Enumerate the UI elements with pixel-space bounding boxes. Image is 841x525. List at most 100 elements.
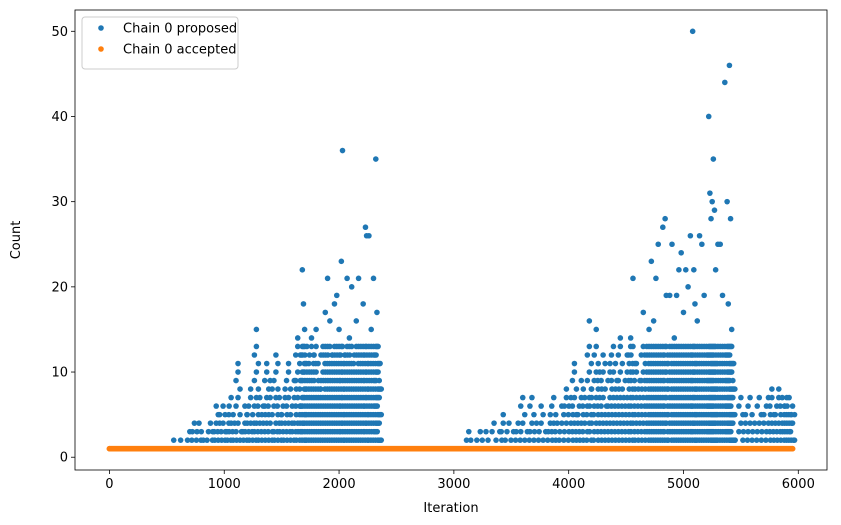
proposed-point	[756, 420, 763, 426]
proposed-point	[586, 318, 593, 324]
proposed-point	[608, 352, 615, 358]
proposed-point	[699, 241, 705, 248]
proposed-point	[749, 411, 755, 418]
proposed-point	[561, 403, 568, 409]
proposed-point	[313, 369, 319, 375]
proposed-point	[730, 420, 736, 426]
proposed-point	[249, 411, 256, 418]
proposed-point	[313, 326, 319, 333]
proposed-point	[292, 403, 299, 409]
proposed-point	[360, 301, 366, 307]
proposed-point	[615, 352, 622, 358]
proposed-point	[682, 267, 689, 273]
proposed-point	[673, 292, 680, 299]
proposed-point	[292, 352, 299, 358]
proposed-point	[554, 420, 560, 426]
proposed-point	[306, 352, 313, 358]
proposed-point	[730, 394, 736, 401]
legend-entry-accepted: Chain 0 accepted	[123, 43, 237, 58]
proposed-point	[251, 352, 258, 358]
proposed-point	[552, 411, 559, 418]
proposed-point	[276, 394, 283, 401]
proposed-point	[581, 394, 588, 401]
proposed-point	[556, 437, 562, 443]
proposed-point	[529, 394, 535, 401]
proposed-point	[749, 428, 756, 435]
proposed-point	[593, 343, 600, 350]
proposed-point	[235, 420, 241, 426]
proposed-point	[306, 360, 312, 367]
proposed-point	[315, 360, 321, 367]
proposed-point	[563, 386, 570, 392]
proposed-point	[740, 437, 746, 443]
proposed-point	[348, 284, 355, 290]
y-tick-label: 10	[51, 366, 68, 381]
proposed-point	[627, 335, 634, 341]
proposed-point	[517, 428, 524, 435]
proposed-point	[612, 360, 619, 367]
proposed-point	[579, 428, 586, 435]
proposed-point	[346, 335, 353, 341]
proposed-point	[617, 343, 624, 350]
y-tick-label: 40	[51, 110, 68, 125]
proposed-point	[304, 343, 310, 350]
proposed-point	[508, 437, 514, 443]
proposed-point	[193, 437, 200, 443]
proposed-point	[575, 411, 581, 418]
proposed-point	[535, 437, 542, 443]
proposed-point	[607, 360, 613, 367]
proposed-point	[233, 403, 239, 409]
proposed-point	[253, 369, 260, 375]
proposed-point	[563, 394, 570, 401]
proposed-point	[712, 267, 719, 273]
proposed-point	[628, 352, 634, 358]
proposed-point	[600, 352, 606, 358]
proposed-point	[767, 403, 773, 409]
proposed-point	[489, 428, 495, 435]
proposed-point	[493, 437, 499, 443]
plot-frame	[74, 9, 828, 471]
proposed-point	[374, 309, 380, 316]
proposed-point	[526, 437, 533, 443]
proposed-point	[177, 437, 184, 443]
proposed-point	[584, 377, 591, 384]
proposed-point	[275, 360, 281, 367]
proposed-point	[339, 343, 346, 350]
proposed-point	[322, 309, 329, 316]
proposed-point	[671, 335, 678, 341]
proposed-point	[265, 403, 271, 409]
proposed-point	[694, 318, 701, 324]
proposed-point	[775, 386, 782, 392]
proposed-point	[205, 428, 212, 435]
proposed-point	[204, 437, 210, 443]
proposed-point	[235, 369, 241, 375]
proposed-point	[184, 437, 191, 443]
proposed-point	[669, 241, 675, 248]
proposed-point	[617, 335, 624, 341]
proposed-point	[216, 411, 223, 418]
proposed-point	[237, 411, 243, 418]
proposed-point	[287, 411, 294, 418]
proposed-point	[353, 318, 360, 324]
proposed-point	[581, 420, 588, 426]
proposed-point	[377, 360, 383, 367]
proposed-point	[339, 147, 346, 154]
proposed-point	[761, 411, 767, 418]
proposed-point	[742, 420, 749, 426]
proposed-point	[560, 411, 567, 418]
proposed-point	[376, 377, 383, 384]
proposed-point	[536, 428, 542, 435]
proposed-point	[655, 241, 662, 248]
proposed-point	[691, 267, 697, 273]
proposed-point	[527, 403, 533, 409]
proposed-point	[584, 352, 591, 358]
proposed-point	[728, 428, 734, 435]
proposed-point	[749, 437, 755, 443]
proposed-point	[758, 437, 765, 443]
proposed-point	[763, 437, 769, 443]
proposed-point	[786, 394, 792, 401]
proposed-point	[519, 420, 526, 426]
proposed-point	[586, 343, 593, 350]
proposed-point	[285, 394, 292, 401]
proposed-point	[513, 428, 519, 435]
